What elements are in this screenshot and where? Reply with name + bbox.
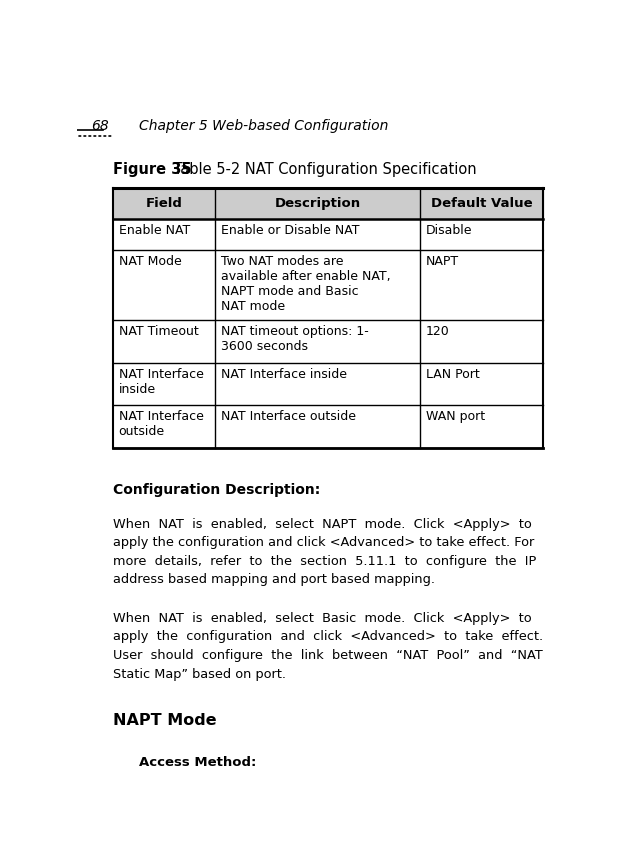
Text: Chapter 5 Web-based Configuration: Chapter 5 Web-based Configuration xyxy=(139,119,389,133)
Text: Two NAT modes are
available after enable NAT,
NAPT mode and Basic
NAT mode: Two NAT modes are available after enable… xyxy=(221,255,391,313)
Text: NAT Timeout: NAT Timeout xyxy=(118,325,199,338)
Text: WAN port: WAN port xyxy=(426,410,485,423)
Text: apply the configuration and click <Advanced> to take effect. For: apply the configuration and click <Advan… xyxy=(113,536,534,549)
Text: NAT Mode: NAT Mode xyxy=(118,255,181,268)
Text: NAT Interface
inside: NAT Interface inside xyxy=(118,368,204,396)
Text: Configuration Description:: Configuration Description: xyxy=(113,482,320,497)
Text: NAT Interface
outside: NAT Interface outside xyxy=(118,410,204,437)
Text: When  NAT  is  enabled,  select  NAPT  mode.  Click  <Apply>  to: When NAT is enabled, select NAPT mode. C… xyxy=(113,517,532,530)
Text: NAPT: NAPT xyxy=(426,255,458,268)
Text: Description: Description xyxy=(275,197,360,210)
Text: more  details,  refer  to  the  section  5.11.1  to  configure  the  IP: more details, refer to the section 5.11.… xyxy=(113,554,536,567)
Text: NAT timeout options: 1-
3600 seconds: NAT timeout options: 1- 3600 seconds xyxy=(221,325,368,353)
Text: address based mapping and port based mapping.: address based mapping and port based map… xyxy=(113,573,435,586)
Text: Figure 35: Figure 35 xyxy=(113,162,192,177)
Text: LAN Port: LAN Port xyxy=(426,368,479,381)
Text: Static Map” based on port.: Static Map” based on port. xyxy=(113,667,286,680)
Text: apply  the  configuration  and  click  <Advanced>  to  take  effect.: apply the configuration and click <Advan… xyxy=(113,630,543,643)
Text: Access Method:: Access Method: xyxy=(139,756,257,769)
Text: 120: 120 xyxy=(426,325,449,338)
Text: NAT Interface outside: NAT Interface outside xyxy=(221,410,356,423)
Text: Table 5-2 NAT Configuration Specification: Table 5-2 NAT Configuration Specificatio… xyxy=(170,162,477,177)
Text: Disable: Disable xyxy=(426,224,472,237)
Text: When  NAT  is  enabled,  select  Basic  mode.  Click  <Apply>  to: When NAT is enabled, select Basic mode. … xyxy=(113,612,532,625)
Text: 68: 68 xyxy=(91,119,109,133)
Text: NAT Interface inside: NAT Interface inside xyxy=(221,368,347,381)
Text: Field: Field xyxy=(146,197,183,210)
Bar xyxy=(113,189,544,220)
Text: Enable or Disable NAT: Enable or Disable NAT xyxy=(221,224,359,237)
Text: Enable NAT: Enable NAT xyxy=(118,224,190,237)
Text: Default Value: Default Value xyxy=(431,197,532,210)
Text: User  should  configure  the  link  between  “NAT  Pool”  and  “NAT: User should configure the link between “… xyxy=(113,649,543,662)
Text: NAPT Mode: NAPT Mode xyxy=(113,713,217,728)
